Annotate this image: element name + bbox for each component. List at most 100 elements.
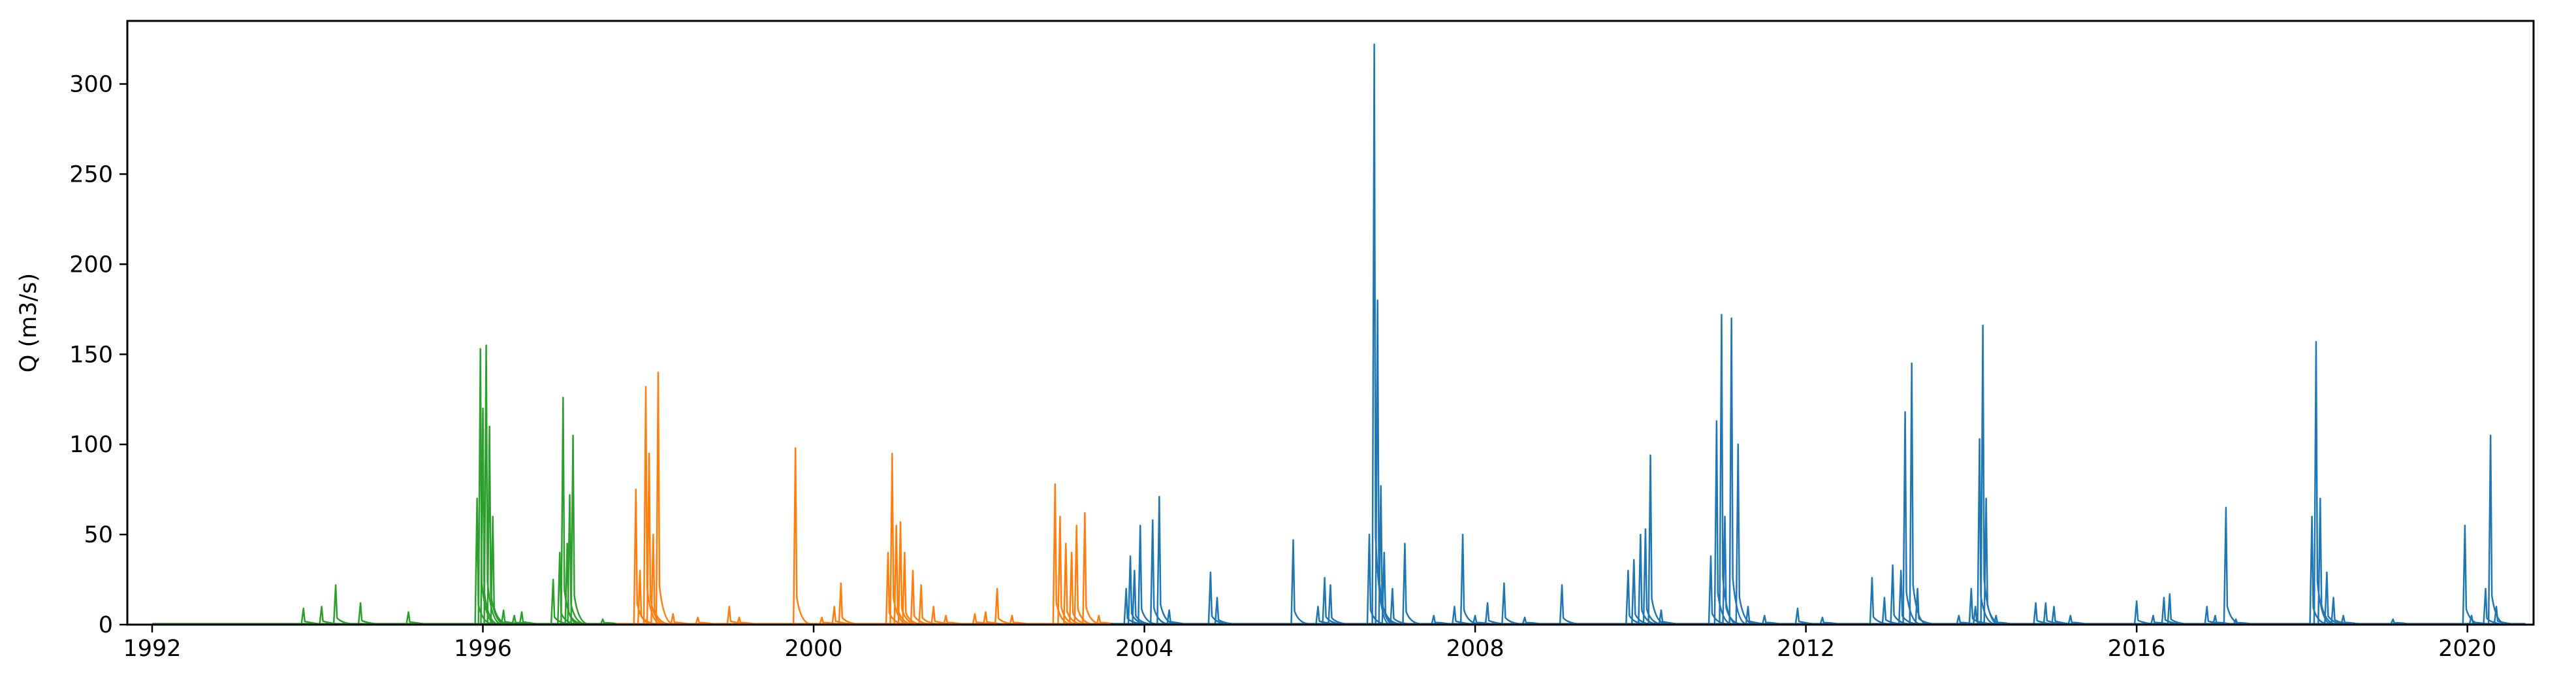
series-3-peak-21 (1431, 614, 1448, 625)
series-1-peak-20 (570, 434, 588, 625)
y-tick-label-300: 300 (69, 72, 113, 98)
series-1-peak-4 (357, 602, 375, 625)
series-3-peak-59 (2033, 602, 2050, 625)
series-2-peak-25 (983, 611, 1000, 625)
series-2-peak-34 (1096, 614, 1114, 625)
series-3-peak-66 (2167, 593, 2184, 625)
series-3-peak-82 (2493, 606, 2511, 625)
series-3-peak-4 (1137, 525, 1155, 625)
series-3-peak-19 (1390, 587, 1407, 625)
series-3-peak-26 (1501, 582, 1519, 625)
series-1-peak-12 (500, 609, 518, 625)
series-3-peak-13 (1328, 584, 1345, 625)
series-2-peak-22 (930, 606, 948, 625)
x-tick-label-2016: 2016 (2108, 636, 2166, 662)
series-3-peak-28 (1559, 584, 1577, 625)
series-2-peak-29 (1057, 516, 1075, 625)
series-1-peak-3 (332, 584, 351, 625)
series-3-peak-77 (2390, 618, 2408, 625)
x-tick-label-2004: 2004 (1115, 636, 1173, 662)
series-3-peak-69 (2223, 506, 2241, 625)
series-3-peak-68 (2212, 614, 2230, 625)
series-3-peak-56 (1980, 324, 1998, 625)
series-3-peak-67 (2204, 606, 2221, 625)
series-layer (151, 43, 2526, 625)
series-3-peak-43 (1794, 607, 1813, 625)
series-3-peak-57 (1983, 497, 2001, 625)
series-3-peak-45 (1869, 577, 1887, 625)
series-2-peak-20 (910, 570, 928, 625)
series-2-peak-15 (885, 551, 903, 625)
y-tick-label-250: 250 (69, 161, 113, 188)
series-2-peak-6 (655, 371, 673, 625)
series-3-peak-51 (1915, 587, 1932, 625)
series-2-peak-24 (972, 613, 990, 625)
series-3-peak-41 (1745, 606, 1763, 625)
series-3 (1111, 43, 2526, 625)
y-tick-label-100: 100 (69, 432, 113, 458)
series-1-peak-14 (518, 611, 537, 625)
series-1-peak-10 (486, 425, 505, 625)
series-2-peak-12 (819, 616, 836, 625)
series-3-peak-24 (1472, 614, 1490, 625)
series-1-peak-11 (490, 516, 507, 625)
series-3-peak-20 (1402, 542, 1420, 625)
series-2-peak-4 (646, 452, 664, 625)
series-3-peak-60 (2043, 602, 2061, 625)
series-3-peak-80 (2483, 587, 2500, 625)
y-tick-label-0: 0 (99, 612, 113, 638)
series-3-peak-6 (1156, 495, 1174, 625)
series-3-peak-42 (1762, 614, 1779, 625)
series-1-peak-21 (599, 618, 618, 625)
series-2 (615, 371, 1114, 625)
series-3-peak-40 (1735, 443, 1753, 625)
series-3-peak-31 (1638, 533, 1655, 625)
series-2-peak-16 (889, 452, 907, 625)
series-3-peak-52 (1956, 614, 1974, 625)
series-3-peak-25 (1484, 602, 1503, 625)
series-1 (151, 344, 618, 625)
series-3-peak-33 (1647, 454, 1665, 625)
series-2-peak-2 (637, 570, 655, 625)
series-3-peak-58 (1993, 614, 2011, 625)
series-3-peak-12 (1322, 577, 1339, 625)
series-2-peak-26 (994, 587, 1012, 625)
series-2-peak-21 (918, 584, 936, 625)
series-2-peak-27 (1009, 614, 1027, 625)
x-tick-label-2008: 2008 (1446, 636, 1504, 662)
y-tick-label-200: 200 (69, 252, 113, 278)
series-2-peak-18 (897, 521, 915, 625)
series-3-peak-2 (1127, 555, 1145, 625)
y-axis: 0 50 100 150 200 250 300 (69, 72, 127, 638)
series-3-peak-72 (2313, 340, 2331, 625)
x-tick-label-2000: 2000 (785, 636, 843, 662)
series-3-peak-29 (1625, 570, 1643, 625)
series-3-peak-64 (2150, 614, 2168, 625)
y-tick-label-150: 150 (69, 342, 113, 368)
series-2-peak-28 (1052, 483, 1070, 625)
series-3-peak-7 (1166, 609, 1184, 625)
series-1-peak-5 (405, 611, 423, 625)
x-axis: 1992 1996 2000 2004 2008 2012 2016 2020 (123, 625, 2496, 662)
series-2-peak-30 (1063, 542, 1081, 625)
series-3-peak-34 (1658, 609, 1676, 625)
series-2-peak-10 (736, 616, 754, 625)
y-axis-label: Q (m3/s) (16, 273, 42, 372)
series-2-peak-5 (650, 533, 668, 625)
x-tick-label-1996: 1996 (454, 636, 512, 662)
series-3-peak-18 (1381, 551, 1399, 625)
series-3-peak-46 (1881, 597, 1900, 625)
x-tick-label-2012: 2012 (1777, 636, 1835, 662)
series-3-peak-47 (1890, 564, 1907, 625)
series-2-peak-31 (1068, 551, 1087, 625)
series-3-peak-62 (2067, 614, 2086, 625)
series-3-peak-76 (2340, 614, 2358, 625)
series-2-peak-8 (695, 616, 712, 625)
series-3-peak-63 (2133, 600, 2152, 625)
series-3-peak-78 (2462, 525, 2480, 625)
series-2-peak-19 (902, 551, 919, 625)
x-tick-label-1992: 1992 (123, 636, 181, 662)
series-2-peak-7 (670, 613, 688, 625)
series-3-peak-61 (2051, 606, 2069, 625)
